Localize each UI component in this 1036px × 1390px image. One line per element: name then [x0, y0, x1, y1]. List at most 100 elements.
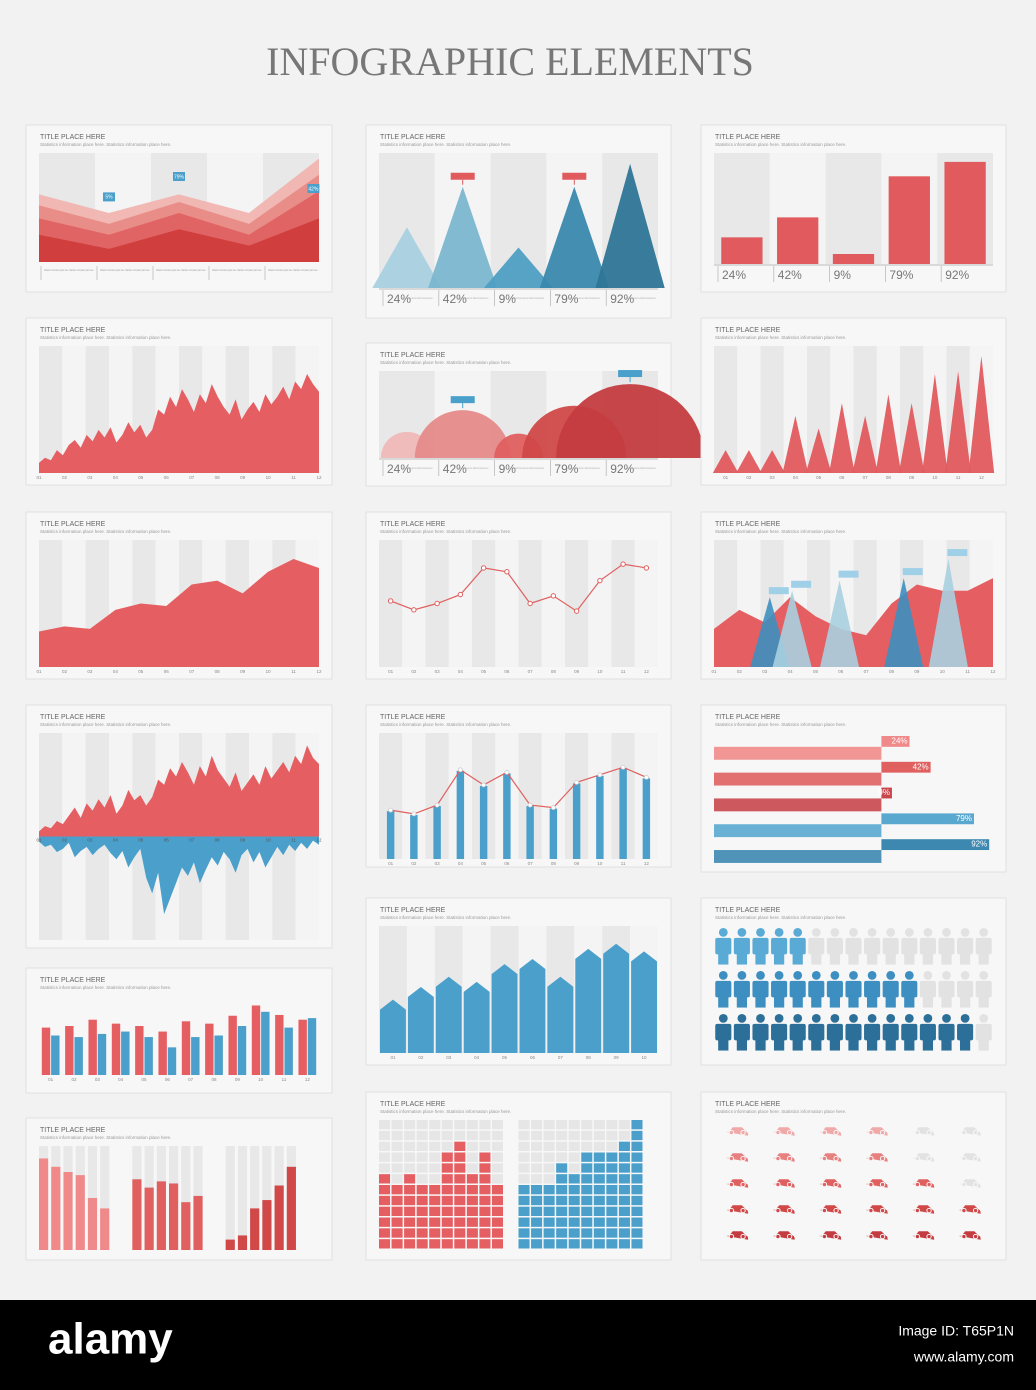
bar: [549, 808, 558, 859]
x-tick-label: 12: [644, 861, 650, 866]
bar: [193, 1195, 203, 1250]
x-tick-label: 12: [644, 669, 650, 674]
x-tick-label: 01: [36, 838, 42, 843]
bar: [261, 1011, 270, 1075]
panel-subtitle: Statistics information place here. Stati…: [380, 722, 511, 727]
square: [606, 1163, 618, 1173]
icon-legs: [848, 1039, 859, 1051]
icon-legs: [959, 953, 971, 965]
x-tick-label: 11: [291, 838, 296, 843]
square: [391, 1152, 403, 1162]
square: [404, 1239, 416, 1249]
icon-wheel: [914, 1233, 921, 1240]
panel-subtitle: Statistics information place here. Stati…: [40, 722, 171, 727]
value-label: 79%: [554, 462, 578, 476]
note: Statistics information place here. Stati…: [100, 268, 150, 272]
arrow-bar: [491, 964, 518, 1053]
square: [593, 1152, 605, 1162]
icon-legs: [773, 1039, 785, 1051]
panel-subtitle: Statistics information place here. Stati…: [715, 142, 846, 147]
square: [556, 1206, 568, 1216]
square: [391, 1141, 403, 1151]
flag: [618, 370, 643, 378]
arrow-bar: [380, 999, 406, 1053]
x-tick-label: 08: [551, 669, 557, 674]
bar: [205, 1023, 214, 1075]
icon-wheel: [775, 1181, 781, 1188]
bar: [144, 1037, 153, 1075]
icon-wheel: [879, 1155, 886, 1162]
bar: [832, 254, 875, 264]
square: [491, 1174, 503, 1184]
square: [379, 1163, 391, 1173]
icon-wheel: [728, 1155, 735, 1162]
icon-body: [919, 937, 936, 955]
x-tick-label: 01: [388, 861, 394, 866]
square: [379, 1217, 391, 1227]
stripe: [825, 153, 882, 264]
icon-head: [811, 1014, 821, 1023]
icon-legs: [829, 953, 841, 965]
x-tick-label: 03: [762, 669, 768, 674]
square: [404, 1185, 416, 1195]
value-label: 9%: [499, 292, 517, 306]
square: [556, 1174, 568, 1184]
bar: [88, 1019, 97, 1075]
icon-body: [864, 1023, 881, 1041]
square: [531, 1217, 543, 1227]
x-tick-label: 09: [240, 838, 246, 843]
note: Statistics information place here. Stati…: [156, 268, 206, 272]
x-tick-label: 11: [621, 669, 626, 674]
stripe: [714, 346, 738, 473]
bar: [144, 1187, 154, 1250]
icon-body: [789, 937, 806, 955]
panel-title: TITLE PLACE HERE: [380, 352, 446, 359]
x-tick-label: 01: [48, 1077, 54, 1082]
icon-wheel: [914, 1181, 921, 1188]
square: [379, 1152, 391, 1162]
icon-wheel: [786, 1233, 793, 1240]
x-tick-label: 09: [574, 669, 580, 674]
panel-subtitle: Statistics information place here. Stati…: [715, 335, 846, 340]
square: [606, 1141, 618, 1151]
icon-body: [864, 980, 881, 998]
square: [491, 1185, 503, 1195]
icon-wheel: [879, 1181, 886, 1188]
square: [618, 1239, 630, 1249]
icon-head: [942, 928, 951, 937]
x-tick-label: 06: [164, 838, 170, 843]
icon-body: [715, 937, 732, 955]
icon-legs: [866, 996, 878, 1008]
value-label: 92%: [971, 840, 987, 849]
icon-wheel: [821, 1155, 828, 1162]
square: [518, 1228, 530, 1238]
square: [631, 1130, 643, 1141]
point: [597, 772, 603, 778]
panel-title: TITLE PLACE HERE: [715, 521, 781, 528]
x-tick-label: 04: [788, 669, 794, 674]
panel-title: TITLE PLACE HERE: [715, 907, 781, 914]
icon-body: [864, 937, 881, 955]
icon-head: [923, 1014, 933, 1023]
square: [379, 1206, 391, 1216]
square: [416, 1152, 428, 1162]
icon-head: [904, 928, 914, 937]
square: [581, 1228, 593, 1238]
bar: [158, 1031, 167, 1075]
square: [416, 1206, 428, 1216]
icon-head: [774, 928, 784, 937]
square: [391, 1228, 403, 1238]
panel-title: TITLE PLACE HERE: [380, 134, 446, 141]
flag: [902, 568, 923, 576]
spike: [922, 373, 948, 473]
stripe: [807, 346, 831, 473]
spike: [736, 450, 762, 473]
icon-wheel: [786, 1207, 793, 1214]
square: [466, 1163, 478, 1173]
square: [454, 1163, 466, 1173]
square: [631, 1206, 643, 1216]
hbar-tag: [881, 813, 974, 825]
square: [518, 1185, 530, 1195]
square: [618, 1185, 630, 1195]
icon-head: [979, 971, 989, 980]
